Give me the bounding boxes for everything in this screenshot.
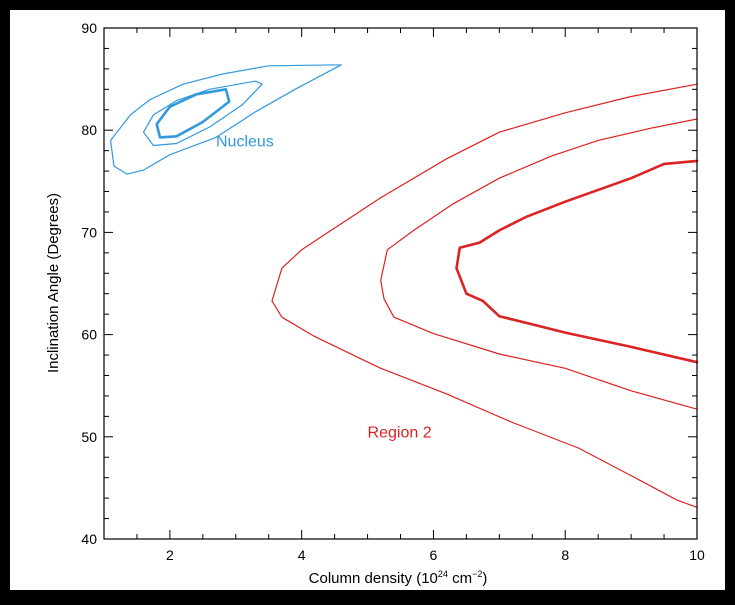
x-tick-label: 2 — [166, 547, 174, 563]
annotation-nucleus: Nucleus — [216, 133, 274, 150]
x-tick-label: 6 — [430, 547, 438, 563]
y-tick-label: 70 — [81, 224, 97, 240]
x-tick-label: 8 — [561, 547, 569, 563]
tick-labels: 2 4 6 8 10 40 50 60 70 80 90 — [81, 20, 705, 563]
nucleus-contour-2 — [142, 80, 263, 147]
plot-background — [10, 10, 725, 590]
y-tick-label: 50 — [81, 429, 97, 445]
nucleus-contour-1 — [110, 64, 342, 175]
x-tick-label: 4 — [298, 547, 306, 563]
region-2-contour-5 — [380, 118, 698, 410]
axis-ticks — [104, 27, 698, 539]
annotations: Nucleus Region 2 — [216, 133, 432, 441]
y-tick-label: 60 — [81, 327, 97, 343]
x-axis-title: Column density (1024 cm−2) — [309, 569, 488, 587]
y-tick-label: 80 — [81, 122, 97, 138]
y-tick-label: 90 — [81, 20, 97, 36]
contour-lines — [110, 64, 699, 508]
region-2-contour-6 — [455, 159, 699, 364]
annotation-region-2: Region 2 — [368, 425, 432, 442]
region-2-contour-4 — [271, 83, 698, 508]
y-axis-title: Inclination Angle (Degrees) — [45, 193, 62, 373]
nucleus-contour-3 — [155, 88, 231, 139]
x-tick-label: 10 — [689, 547, 705, 563]
y-tick-label: 40 — [81, 531, 97, 547]
